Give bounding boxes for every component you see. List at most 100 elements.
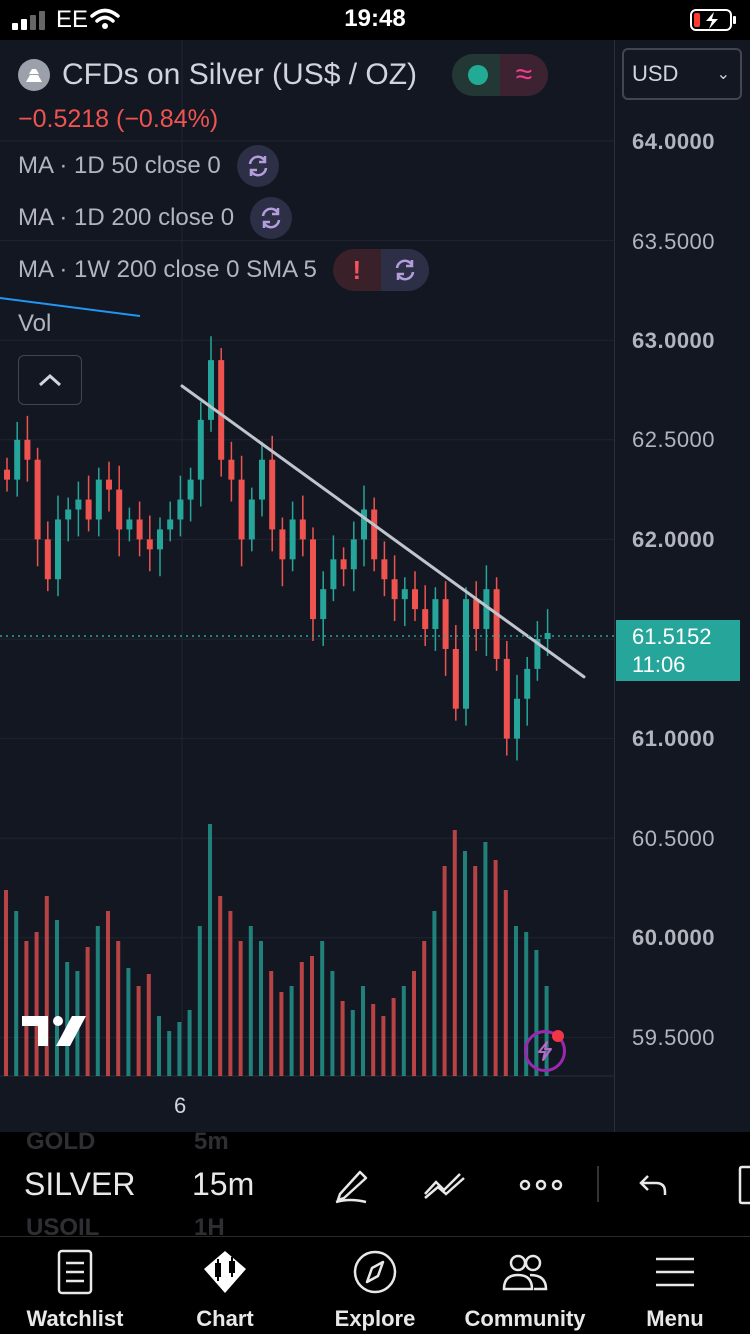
refresh-icon[interactable] [380, 249, 429, 291]
symbol-picker[interactable]: SILVER [24, 1166, 136, 1202]
candlestick-series [4, 336, 551, 761]
market-status-pill[interactable]: ≈ [452, 54, 548, 96]
menu-icon [656, 1257, 694, 1287]
candle-body [503, 658, 510, 739]
picker-ghost-interval: 1H [194, 1214, 225, 1236]
volume-bar [432, 911, 437, 1076]
price-chart[interactable] [0, 40, 614, 1132]
clock: 19:48 [344, 5, 406, 32]
volume-bar [340, 1001, 345, 1076]
candle-body [320, 589, 327, 620]
flash-icon[interactable] [524, 1030, 566, 1072]
nav-explore[interactable]: Explore [300, 1237, 450, 1334]
nav-label: Watchlist [26, 1306, 124, 1331]
drawing-pen-icon[interactable] [326, 1162, 376, 1208]
volume-bar [14, 911, 19, 1076]
candle-body [208, 360, 214, 420]
fullscreen-icon[interactable] [716, 1162, 750, 1208]
refresh-icon[interactable] [236, 145, 279, 187]
candle-body [412, 589, 418, 610]
candle-body [44, 539, 51, 580]
candle-body [126, 519, 133, 530]
current-price-label: 61.5152 11:06 [616, 620, 740, 681]
price-change: −0.5218 (−0.84%) [18, 105, 219, 133]
volume-bar [452, 830, 457, 1076]
nav-label: Explore [334, 1306, 416, 1331]
chevron-down-icon: ⌄ [716, 66, 730, 83]
volume-bar [65, 962, 70, 1076]
indicator-ma-200[interactable]: MA · 1D 200 close 0 [18, 197, 293, 239]
volume-bar [524, 932, 529, 1076]
battery-low-power-icon [690, 9, 736, 31]
volume-bar [116, 941, 121, 1076]
candle-body [269, 459, 276, 530]
collapse-legend-button[interactable] [18, 355, 82, 405]
picker-ghost-interval: 5m [194, 1132, 229, 1155]
volume-bar [330, 971, 335, 1076]
candle-body [330, 559, 337, 590]
picker-ghost-symbol: USOIL [26, 1214, 100, 1236]
volume-bar [391, 998, 396, 1076]
more-options-icon[interactable] [516, 1162, 566, 1208]
candle-body [534, 639, 541, 669]
candle-body [371, 509, 378, 560]
indicator-warning-pill[interactable]: ! [332, 249, 429, 291]
volume-bars [4, 824, 549, 1076]
warning-icon[interactable]: ! [352, 255, 362, 285]
watchlist-icon [57, 1249, 93, 1295]
candle-body [432, 599, 439, 630]
candle-body [463, 599, 469, 709]
volume-bar [218, 896, 223, 1076]
symbol-header[interactable]: CFDs on Silver (US$ / OZ) [18, 58, 417, 92]
candle-body [340, 559, 347, 570]
candle-body [524, 668, 531, 699]
interval-picker[interactable]: 15m [192, 1166, 255, 1202]
indicators-icon[interactable] [420, 1162, 470, 1208]
indicator-ma-50[interactable]: MA · 1D 50 close 0 [18, 145, 279, 187]
candle-body [95, 479, 102, 520]
trendline [180, 384, 586, 679]
candle-body [24, 439, 31, 460]
wifi-icon [90, 8, 120, 29]
price-label: 63.5000 [632, 229, 716, 254]
candle-body [452, 648, 459, 709]
volume-bar [228, 911, 233, 1076]
nav-chart[interactable]: Chart [150, 1237, 300, 1334]
price-scale[interactable] [614, 40, 750, 1132]
volume-bar [167, 1031, 172, 1076]
silver-logo-icon [18, 59, 50, 91]
notification-dot [552, 1030, 564, 1042]
candle-body [381, 559, 388, 580]
nav-menu[interactable]: Menu [600, 1237, 750, 1334]
volume-bar [126, 968, 131, 1076]
undo-icon[interactable] [628, 1162, 678, 1208]
chart-pane[interactable] [0, 40, 614, 1132]
candle-body [442, 599, 449, 649]
candle-body [85, 499, 92, 520]
refresh-icon[interactable] [250, 197, 293, 239]
nav-community[interactable]: Community [450, 1237, 600, 1334]
carrier-name: EE [56, 6, 89, 33]
chart-icon [204, 1251, 246, 1293]
volume-bar [299, 962, 304, 1076]
candle-body [187, 479, 194, 500]
current-price-value: 61.5152 [632, 624, 712, 649]
indicator-label: MA · 1D 50 close 0 [18, 152, 221, 179]
indicator-volume[interactable]: Vol [18, 310, 51, 338]
volume-bar [320, 941, 325, 1076]
price-label: 60.5000 [632, 826, 716, 851]
volume-bar [4, 890, 8, 1076]
candle-body [116, 489, 123, 530]
nav-watchlist[interactable]: Watchlist [0, 1237, 150, 1334]
indicator-ma-1w[interactable]: MA · 1W 200 close 0 SMA 5 ! [18, 249, 429, 291]
toolbar-divider [597, 1166, 599, 1202]
candle-body [361, 509, 367, 540]
compass-icon [353, 1250, 397, 1294]
currency-select[interactable]: USD ⌄ [622, 48, 742, 100]
candle-body [299, 519, 306, 540]
price-label: 60.0000 [632, 925, 716, 950]
volume-bar [350, 1010, 355, 1076]
candle-body [34, 459, 41, 540]
volume-bar [55, 920, 59, 1076]
tradingview-logo-icon[interactable] [20, 1012, 88, 1052]
